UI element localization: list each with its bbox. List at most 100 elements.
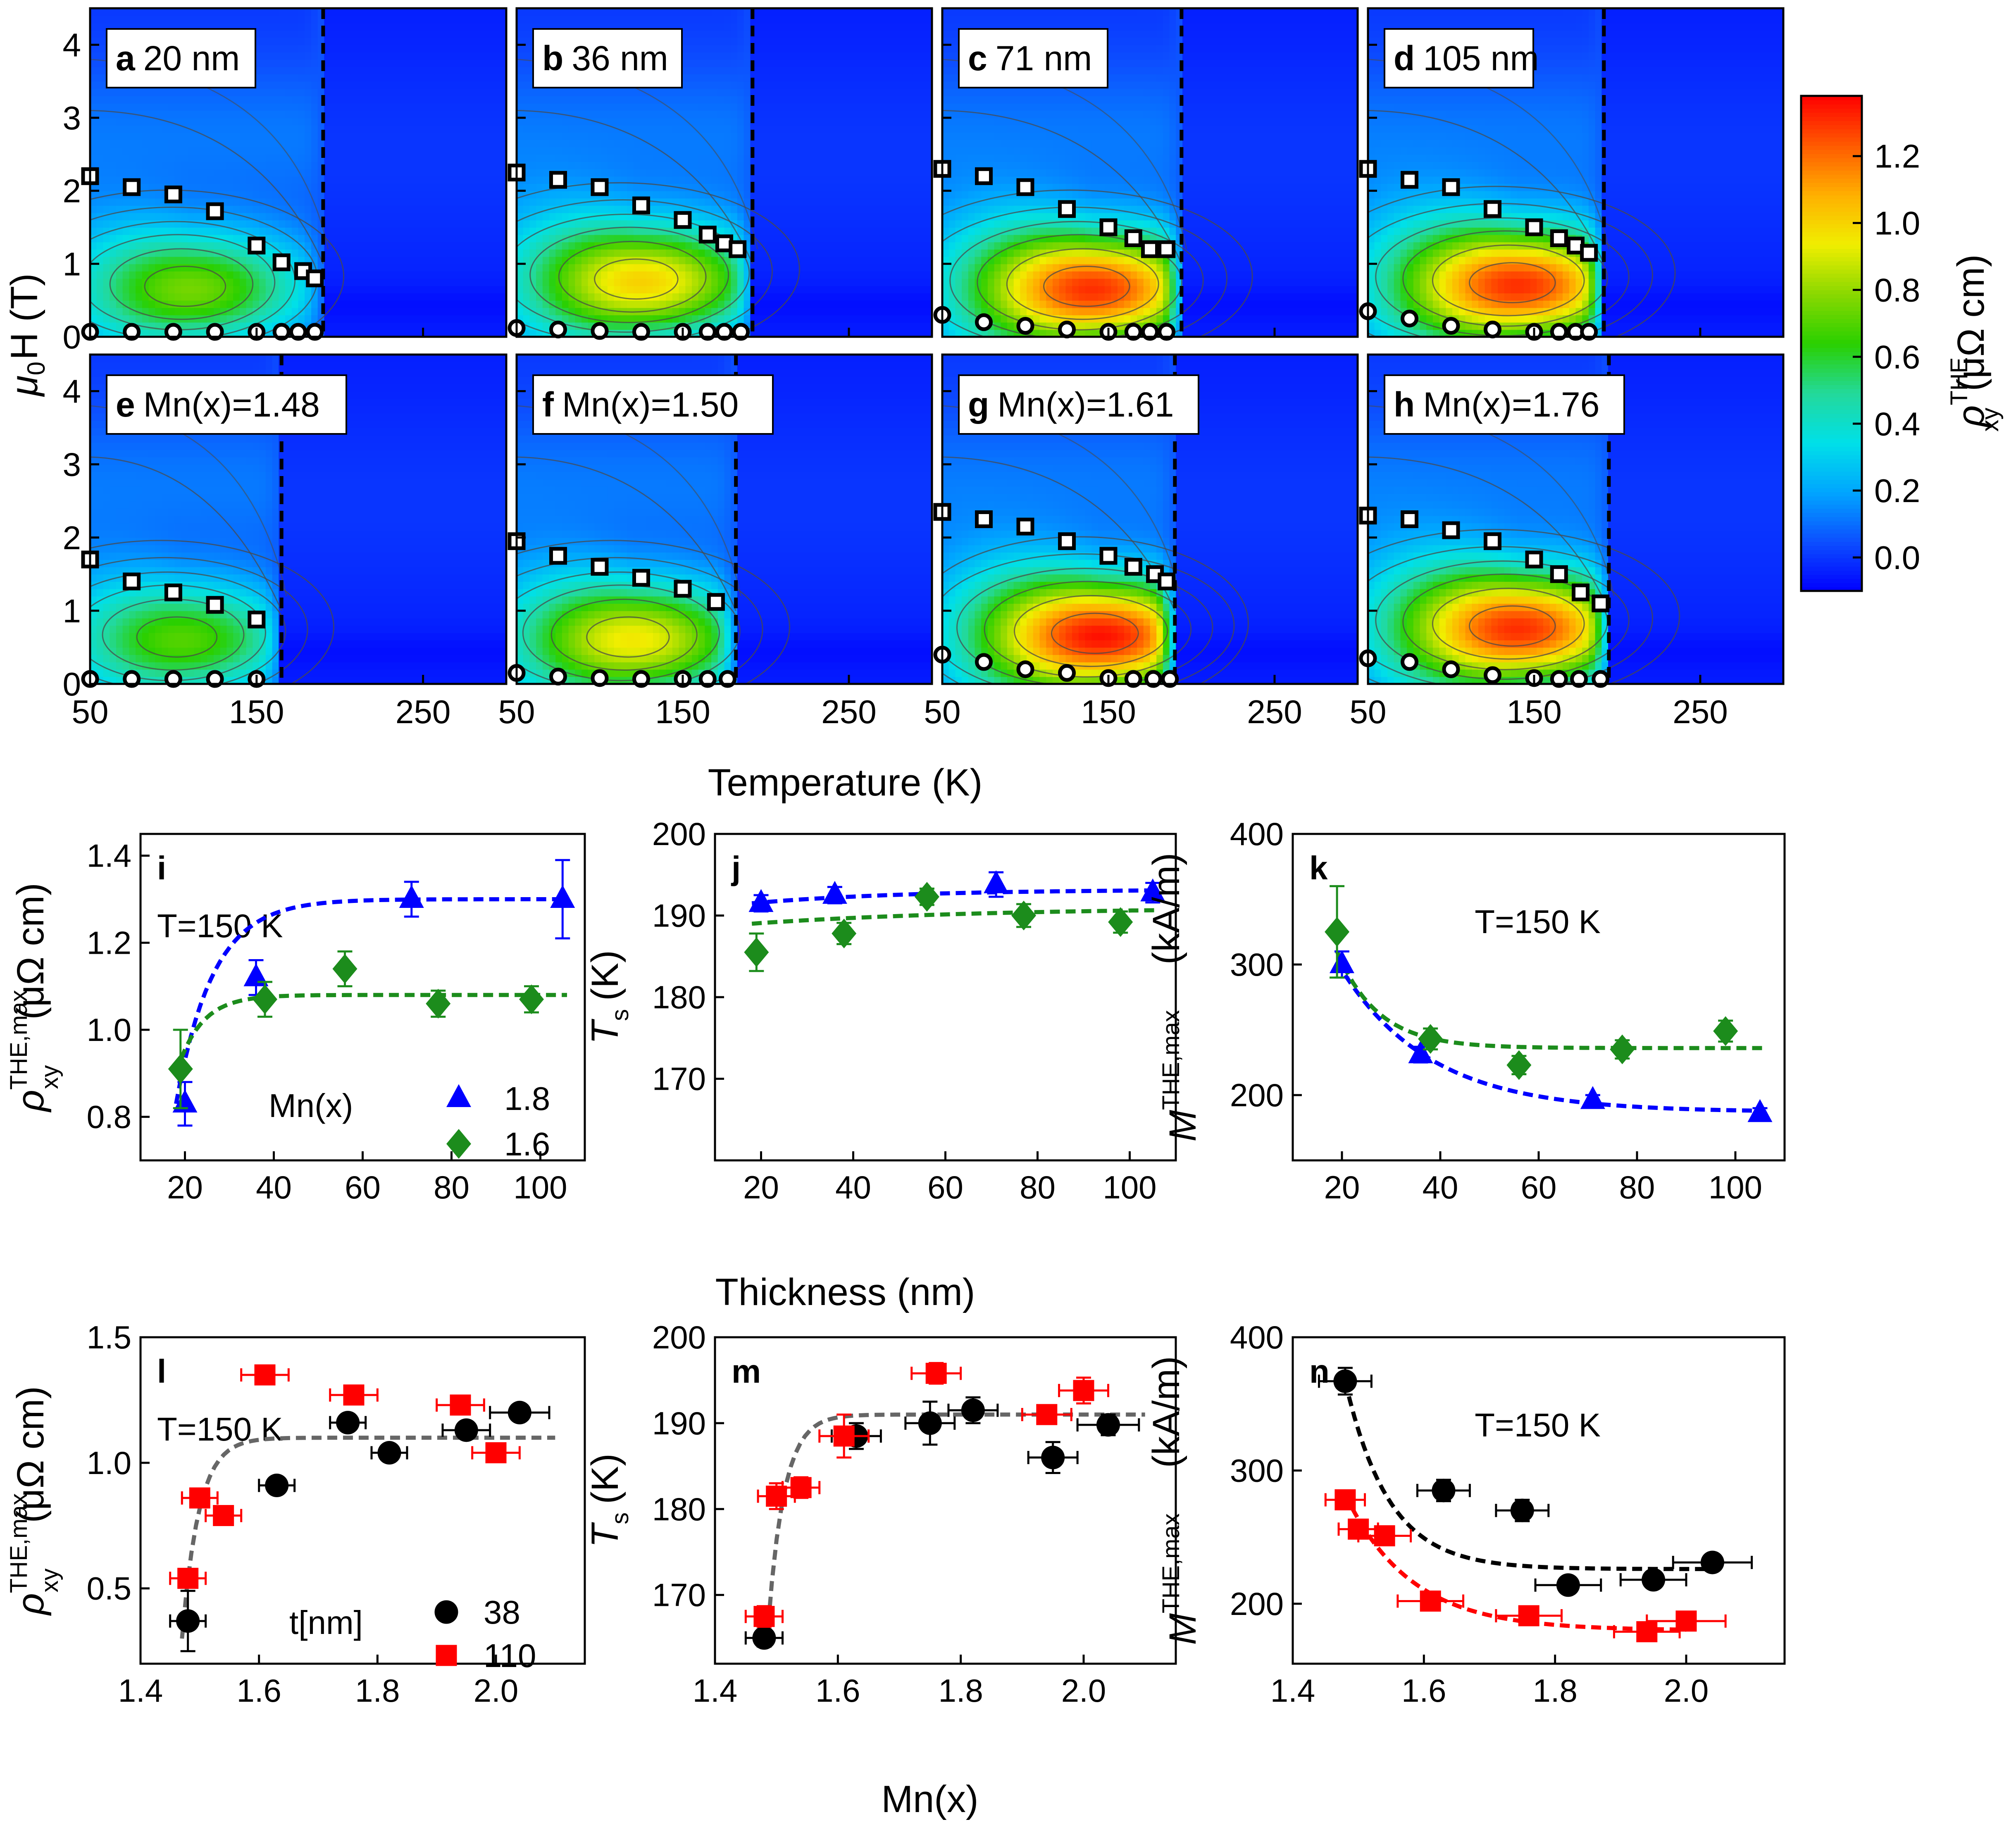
heatmap-cell [376, 118, 383, 126]
heatmap-cell [298, 15, 305, 24]
heatmap-cell [116, 96, 123, 104]
heatmap-cell [116, 118, 123, 126]
heatmap-cell [376, 256, 383, 264]
heatmap-cell [717, 103, 725, 111]
heatmap-cell [646, 154, 653, 162]
heatmap-cell [350, 198, 357, 206]
heatmap-cell [555, 15, 562, 24]
heatmap-cell [705, 125, 712, 133]
heatmap-cell [409, 169, 416, 177]
heatmap-cell [441, 183, 448, 191]
heatmap-cell [396, 220, 403, 228]
heatmap-cell [331, 191, 338, 199]
heatmap-cell [331, 74, 338, 82]
heatmap-cell [685, 264, 692, 271]
heatmap-cell [383, 96, 390, 104]
heatmap-cell [90, 23, 97, 31]
heatmap-cell [122, 147, 130, 155]
heatmap-cell [103, 205, 110, 213]
heatmap-cell [454, 212, 461, 221]
heatmap-cell [402, 15, 409, 24]
heatmap-cell [409, 8, 416, 16]
heatmap-cell [136, 286, 143, 293]
heatmap-cell [434, 278, 442, 286]
heatmap-cell [659, 118, 667, 126]
heatmap-cell [422, 96, 429, 104]
heatmap-cell [614, 132, 621, 140]
heatmap-cell [311, 52, 318, 60]
heatmap-cell [194, 278, 201, 286]
heatmap-cell [207, 176, 214, 184]
heatmap-cell [441, 271, 448, 279]
heatmap-cell [562, 191, 569, 199]
heatmap-cell [562, 118, 569, 126]
heatmap-cell [601, 162, 608, 169]
heatmap-cell [272, 52, 279, 60]
heatmap-cell [434, 307, 442, 315]
heatmap-cell [129, 205, 136, 213]
heatmap-cell [568, 162, 576, 169]
heatmap-cell [194, 293, 201, 301]
heatmap-cell [285, 154, 292, 162]
heatmap-cell [633, 169, 641, 177]
heatmap-cell [239, 147, 247, 155]
heatmap-cell [614, 315, 621, 323]
heatmap-cell [711, 118, 718, 126]
heatmap-cell [743, 191, 751, 199]
heatmap-cell [279, 198, 286, 206]
heatmap-cell [110, 162, 117, 169]
heatmap-cell [653, 88, 660, 96]
heatmap-cell [226, 169, 234, 177]
heatmap-cell [542, 212, 550, 221]
heatmap-cell [369, 286, 377, 293]
heatmap-cell [467, 45, 474, 52]
circle-marker [306, 323, 324, 341]
heatmap-cell [188, 15, 195, 24]
heatmap-cell [383, 176, 390, 184]
heatmap-cell [685, 67, 692, 74]
heatmap-cell [776, 176, 783, 184]
heatmap-cell [757, 307, 764, 315]
heatmap-cell [428, 23, 435, 31]
heatmap-cell [620, 191, 627, 199]
heatmap-cell [422, 15, 429, 24]
heatmap-cell [653, 176, 660, 184]
heatmap-cell [607, 183, 615, 191]
heatmap-cell [796, 307, 803, 315]
heatmap-cell [337, 198, 344, 206]
heatmap-cell [291, 125, 299, 133]
heatmap-cell [214, 278, 221, 286]
heatmap-cell [122, 8, 130, 16]
heatmap-cell [188, 88, 195, 96]
heatmap-cell [422, 315, 429, 323]
heatmap-cell [343, 103, 351, 111]
heatmap-cell [428, 30, 435, 38]
heatmap-cell [802, 278, 809, 286]
heatmap-cell [402, 132, 409, 140]
heatmap-cell [350, 67, 357, 74]
heatmap-cell [601, 278, 608, 286]
heatmap-cell [692, 37, 699, 45]
heatmap-cell [305, 37, 312, 45]
heatmap-cell [122, 162, 130, 169]
heatmap-cell [620, 227, 627, 235]
heatmap-cell [802, 329, 809, 337]
heatmap-cell [575, 8, 582, 16]
heatmap-cell [549, 103, 556, 111]
heatmap-cell [474, 162, 481, 169]
heatmap-cell [731, 88, 738, 96]
heatmap-cell [581, 293, 589, 301]
heatmap-cell [181, 271, 188, 279]
heatmap-cell [517, 300, 524, 308]
heatmap-cell [555, 293, 562, 301]
heatmap-cell [239, 8, 247, 16]
heatmap-cell [434, 125, 442, 133]
heatmap-cell [493, 110, 500, 118]
heatmap-cell [493, 103, 500, 111]
heatmap-cell [194, 132, 201, 140]
heatmap-cell [148, 154, 156, 162]
heatmap-cell [614, 118, 621, 126]
heatmap-cell [396, 45, 403, 52]
heatmap-cell [441, 8, 448, 16]
heatmap-cell [607, 118, 615, 126]
